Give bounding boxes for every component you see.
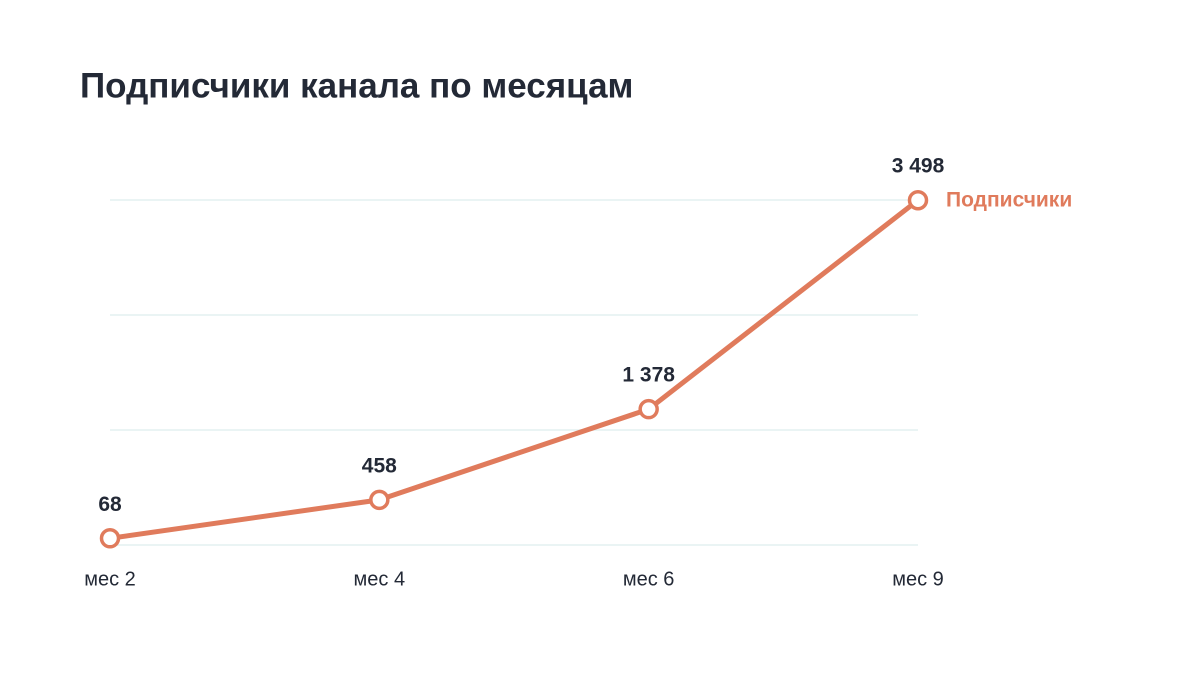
value-label: 458 <box>362 454 397 477</box>
point <box>369 489 390 511</box>
line <box>109 198 920 541</box>
point <box>638 398 659 420</box>
point <box>907 189 929 211</box>
value-label: 3 498 <box>892 155 945 178</box>
x-tick-label: мес 6 <box>623 568 675 590</box>
value-label: 68 <box>98 493 122 516</box>
point <box>99 528 121 549</box>
value-label: 1 378 <box>622 364 675 387</box>
x-tick-label: мес 4 <box>354 568 406 590</box>
x-tick-label: мес 2 <box>84 568 136 590</box>
chart-title: Подписчики канала по месяцам <box>80 66 633 105</box>
legend-label: Подписчики <box>946 189 1072 212</box>
x-tick-label: мес 9 <box>892 568 944 590</box>
